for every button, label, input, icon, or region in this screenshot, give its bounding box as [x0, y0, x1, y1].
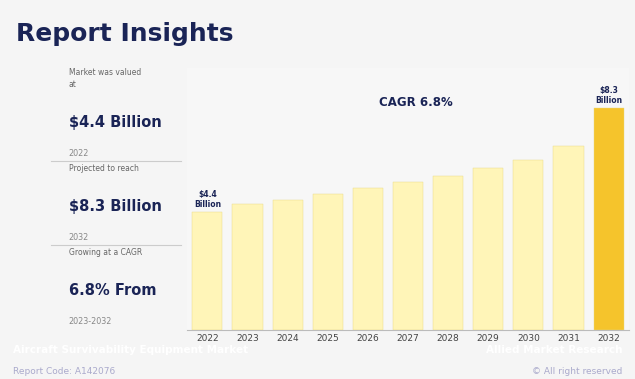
Bar — [594, 108, 624, 330]
Bar — [232, 204, 262, 330]
Text: Market was valued
at: Market was valued at — [69, 68, 141, 89]
Text: Allied Market Research: Allied Market Research — [486, 346, 622, 356]
Text: Report Insights: Report Insights — [16, 22, 234, 46]
Text: Growing at a CAGR: Growing at a CAGR — [69, 247, 142, 257]
Text: 2032: 2032 — [69, 233, 89, 242]
Text: 2023-2032: 2023-2032 — [69, 317, 112, 326]
Bar — [192, 212, 222, 330]
Bar — [353, 188, 383, 330]
Text: 2022: 2022 — [69, 149, 89, 158]
Bar — [554, 146, 584, 330]
Bar — [513, 160, 544, 330]
Text: $8.3
Billion: $8.3 Billion — [595, 86, 622, 105]
Text: $8.3 Billion: $8.3 Billion — [69, 199, 162, 214]
Text: Aircraft Survivability Equipment Market: Aircraft Survivability Equipment Market — [13, 346, 248, 356]
Bar — [312, 194, 343, 330]
Bar — [473, 168, 504, 330]
Text: Report Code: A142076: Report Code: A142076 — [13, 367, 115, 376]
Text: CAGR 6.8%: CAGR 6.8% — [379, 96, 453, 110]
Text: $4.4 Billion: $4.4 Billion — [69, 115, 161, 130]
Text: Projected to reach: Projected to reach — [69, 164, 138, 173]
Bar — [393, 182, 423, 330]
Text: $4.4
Billion: $4.4 Billion — [194, 190, 221, 209]
Text: © All right reserved: © All right reserved — [532, 367, 622, 376]
Bar — [272, 200, 303, 330]
Text: 6.8% From: 6.8% From — [69, 283, 156, 298]
Bar — [433, 176, 463, 330]
